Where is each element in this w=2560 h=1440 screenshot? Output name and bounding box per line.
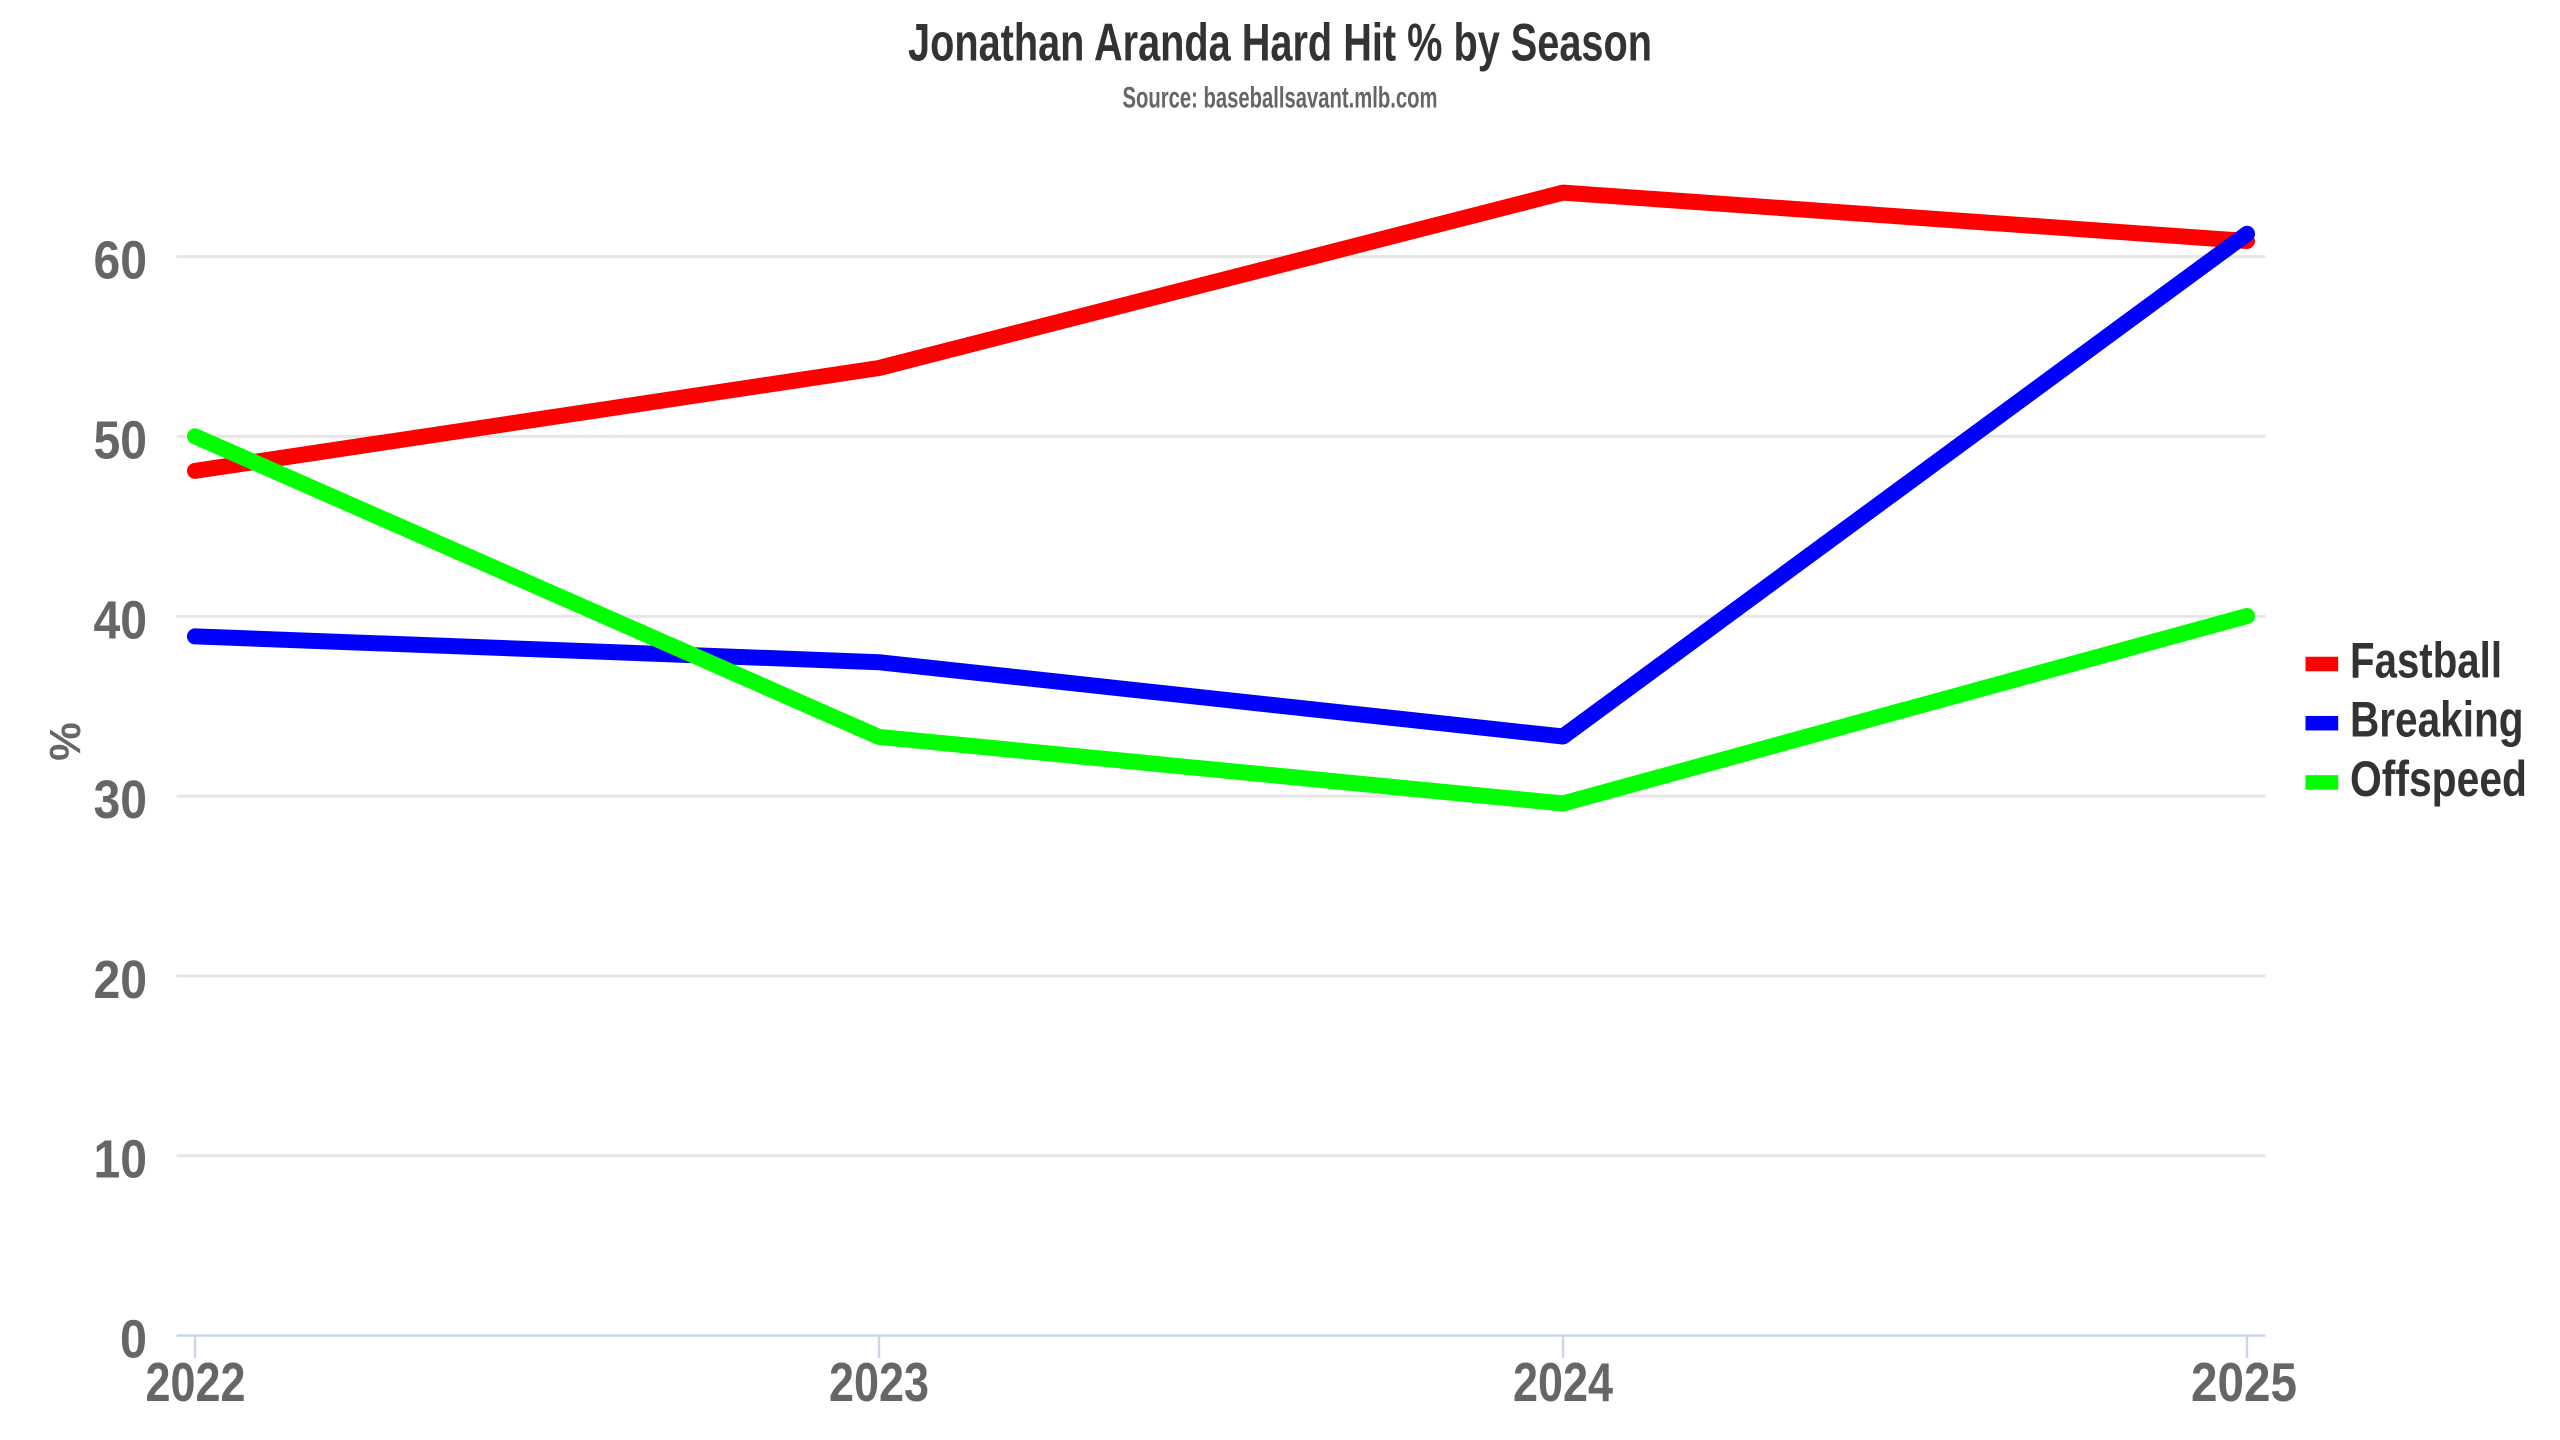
- svg-text:Fastball: Fastball: [2350, 633, 2502, 689]
- svg-text:60: 60: [94, 231, 148, 291]
- svg-text:Jonathan Aranda Hard Hit % by: Jonathan Aranda Hard Hit % by Season: [908, 14, 1652, 73]
- svg-text:2022: 2022: [146, 1351, 246, 1413]
- svg-text:40: 40: [94, 590, 148, 650]
- svg-text:20: 20: [94, 950, 148, 1010]
- svg-text:2024: 2024: [1513, 1351, 1613, 1413]
- svg-text:%: %: [42, 722, 90, 761]
- svg-text:10: 10: [94, 1130, 148, 1190]
- svg-text:2023: 2023: [829, 1351, 929, 1413]
- svg-text:Offspeed: Offspeed: [2350, 751, 2527, 807]
- svg-text:Source: baseballsavant.mlb.com: Source: baseballsavant.mlb.com: [1123, 82, 1438, 115]
- svg-text:2025: 2025: [2191, 1351, 2297, 1413]
- svg-text:50: 50: [94, 410, 148, 470]
- svg-text:30: 30: [94, 770, 148, 830]
- svg-text:Breaking: Breaking: [2350, 692, 2524, 748]
- svg-text:0: 0: [120, 1310, 147, 1370]
